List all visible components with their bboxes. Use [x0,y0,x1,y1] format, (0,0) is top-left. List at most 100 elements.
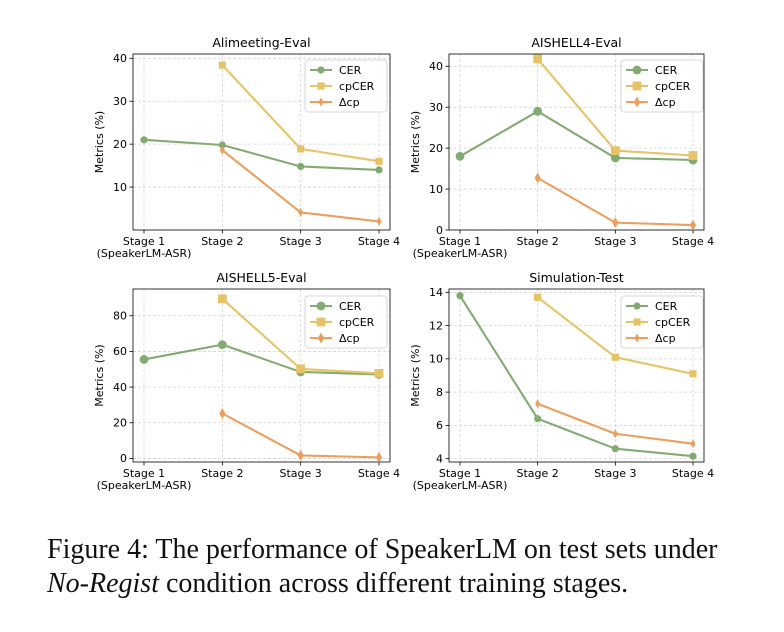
figure-caption: Figure 4: The performance of SpeakerLM o… [47,533,777,601]
x-tick-label: Stage 3 [594,235,636,248]
x-tick-label: Stage 3 [594,467,636,480]
x-tick-label: Stage 2 [517,467,559,480]
legend-box [304,295,388,349]
legend-marker [316,301,326,311]
data-point-diamond [689,219,697,231]
data-point-diamond [376,216,382,226]
series-line-CER [143,343,380,376]
chart-title: Alimeeting-Eval [212,35,310,50]
data-point-square [296,364,306,374]
caption-line-2-rest: condition across different training stag… [159,568,629,599]
data-point-circle [375,166,383,174]
data-point-square [534,293,542,301]
y-tick-label: 40 [113,52,127,65]
legend: CER cpCER Δcp [620,295,704,349]
data-point-square [688,151,698,160]
y-tick-label: 40 [429,60,443,73]
data-point-circle [297,162,305,171]
data-point-diamond [298,207,304,217]
legend-label: CER [339,300,362,313]
y-axis-label: Metrics (%) [93,344,106,406]
data-point-circle [611,445,619,453]
axes-frame [448,53,705,231]
legend-marker [632,81,642,91]
y-tick-label: 10 [113,181,127,194]
legend-label: Δcp [339,332,360,345]
y-tick-label: 12 [429,319,443,332]
data-point-diamond [535,399,541,409]
x-tick-label: Stage 1 [439,467,481,480]
data-point-square [218,61,226,69]
legend-label: cpCER [655,80,691,93]
x-tick-label: (SpeakerLM-ASR) [97,247,192,260]
data-point-square [297,145,305,153]
legend-label: Δcp [655,96,676,109]
legend-marker [633,96,641,108]
x-tick-label: Stage 2 [201,467,243,480]
x-tick-label: (SpeakerLM-ASR) [97,479,192,492]
legend-marker [317,332,325,344]
legend-label: CER [339,64,362,77]
data-point-diamond [690,439,696,449]
data-point-diamond [612,217,619,229]
legend-label: cpCER [339,80,375,93]
y-tick-label: 20 [113,138,127,151]
y-tick-label: 20 [429,142,443,155]
y-axis-label: Metrics (%) [93,111,106,173]
x-tick-label: Stage 4 [672,467,714,480]
y-axis-label: Metrics (%) [409,111,422,173]
data-point-square [217,294,227,304]
x-tick-label: Stage 2 [517,235,559,248]
y-tick-label: 0 [436,224,443,237]
data-point-diamond [219,145,225,155]
data-point-diamond [297,449,304,461]
y-tick-label: 0 [120,452,127,465]
y-tick-label: 60 [113,345,127,358]
legend-marker [318,97,324,107]
chart-panel-2: 0 10 20 30 40 Stage 1(SpeakerLM-ASR) Stage 2 St… [409,35,714,260]
x-tick-label: Stage 2 [201,235,243,248]
series-line-CER [143,138,380,171]
caption-line-1: Figure 4: The performance of SpeakerLM o… [47,534,718,565]
chart-panel-4: 4 6 8 10 12 14 Stage 1(SpeakerLM-ASR) Stage 2 St… [409,270,714,492]
data-point-circle [140,136,148,144]
y-tick-label: 10 [429,353,443,366]
x-tick-label: Stage 4 [358,235,400,248]
y-tick-label: 30 [113,95,127,108]
x-tick-label: Stage 1 [439,235,481,248]
x-tick-label: Stage 4 [358,467,400,480]
y-tick-label: 10 [429,183,443,196]
x-tick-label: Stage 3 [280,467,322,480]
data-point-diamond [612,429,618,439]
legend-label: CER [655,300,678,313]
data-point-circle [455,151,465,161]
axes-frame [132,288,391,463]
legend-box [620,295,704,349]
series-line-CER [459,110,694,162]
axes-frame [132,53,391,231]
chart-title: AISHELL5-Eval [216,270,306,285]
axes-frame [448,288,705,463]
data-point-circle [533,106,543,116]
x-tick-label: (SpeakerLM-ASR) [413,247,508,260]
chart-title: AISHELL4-Eval [531,35,621,50]
data-point-circle [610,153,620,163]
chart-panel-1: 10 20 30 40 Stage 1(SpeakerLM-ASR) Stage 2 Sta… [93,35,400,260]
legend: CER cpCER Δcp [304,59,388,113]
chart-title: Simulation-Test [529,270,624,285]
x-tick-label: Stage 1 [123,467,165,480]
data-point-circle [456,292,464,300]
y-tick-label: 40 [113,381,127,394]
legend-marker [633,302,641,310]
legend-marker [317,66,325,74]
data-point-diamond [219,407,226,419]
x-tick-label: Stage 3 [280,235,322,248]
caption-line-2: No-Regist condition across different tra… [47,567,777,601]
data-point-square [533,54,543,64]
caption-italic-term: No-Regist [47,568,159,599]
x-tick-label: Stage 4 [672,235,714,248]
chart-panel-3: 0 20 40 60 80 Stage 1(SpeakerLM-ASR) Stage 2 St… [93,270,400,492]
legend-label: Δcp [655,332,676,345]
y-tick-label: 20 [113,417,127,430]
x-tick-label: (SpeakerLM-ASR) [413,479,508,492]
